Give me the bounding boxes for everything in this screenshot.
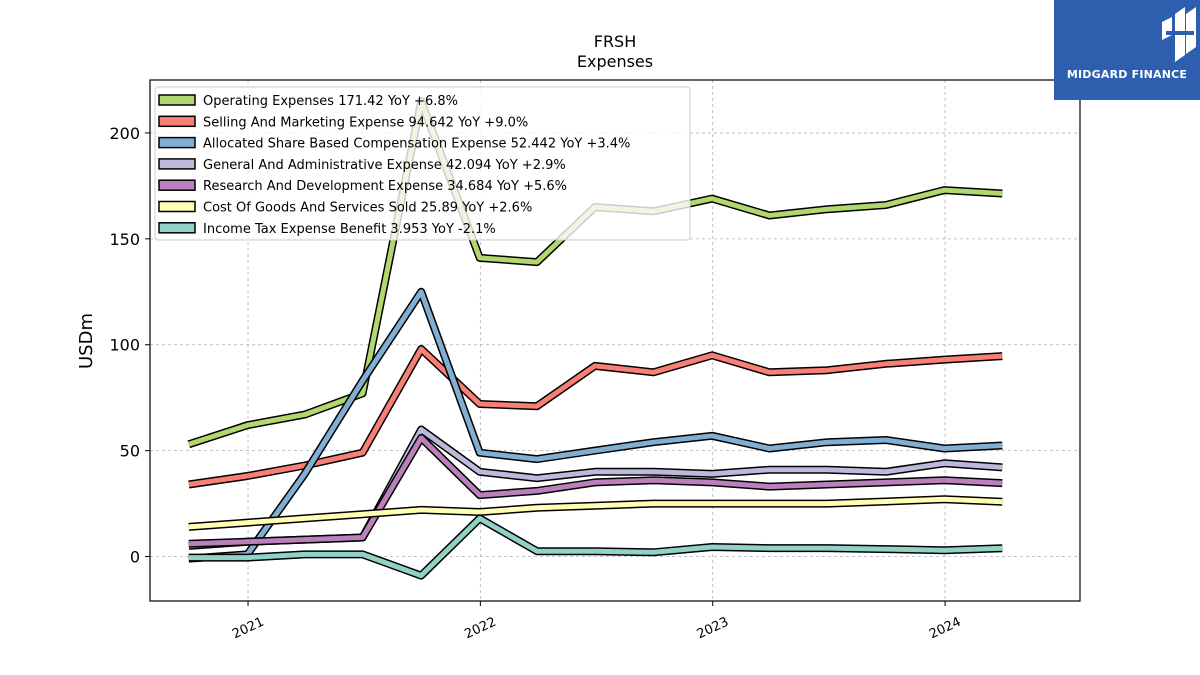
- series-line: [188, 435, 1003, 547]
- brand-logo: MIDGARD FINANCE: [1054, 0, 1200, 100]
- legend-label: Income Tax Expense Benefit 3.953 YoY -2.…: [203, 222, 496, 237]
- series-line: [188, 496, 1003, 530]
- y-tick-label: 50: [120, 442, 140, 461]
- legend-swatch: [158, 179, 196, 191]
- legend-label: Research And Development Expense 34.684 …: [203, 179, 567, 194]
- y-tick-label: 200: [109, 124, 140, 143]
- legend-swatch: [158, 136, 196, 149]
- plot-frame: [149, 79, 1081, 602]
- legend-label: General And Administrative Expense 42.09…: [203, 158, 566, 173]
- series-allocated-share-based-compensation-expense: [188, 287, 1003, 563]
- legend-swatch: [158, 222, 196, 234]
- legend-swatch: [158, 200, 196, 213]
- series-line: [188, 515, 1003, 579]
- x-ticks: 2021 2022 2023 2024: [230, 601, 963, 642]
- chart-subtitle: Expenses: [577, 52, 653, 71]
- series-income-tax-expense-benefit: [188, 514, 1003, 580]
- y-tick-label: 100: [109, 336, 140, 355]
- y-axis-label: USDm: [76, 313, 97, 369]
- y-ticks: 0 50 100 150 200: [109, 124, 150, 567]
- series-line: [188, 346, 1003, 487]
- legend-label: Cost Of Goods And Services Sold 25.89 Yo…: [203, 201, 532, 216]
- y-tick-label: 150: [109, 230, 140, 249]
- x-tick-label: 2021: [230, 615, 266, 643]
- legend-label: Selling And Marketing Expense 94.642 YoY…: [203, 115, 528, 130]
- legend-box: [154, 86, 691, 241]
- legend-swatch: [158, 94, 196, 106]
- y-tick-label: 0: [130, 548, 140, 567]
- legend-label: Operating Expenses 171.42 YoY +6.8%: [203, 94, 458, 109]
- series-group: [187, 97, 1003, 580]
- legend-swatch: [158, 158, 196, 170]
- x-tick-label: 2022: [462, 615, 498, 643]
- legend-label: Allocated Share Based Compensation Expen…: [203, 137, 630, 152]
- legend: Operating Expenses 171.42 YoY +6.8% Selli…: [154, 86, 691, 241]
- x-tick-label: 2023: [695, 615, 731, 643]
- x-tick-label: 2024: [927, 615, 963, 643]
- legend-swatch: [158, 115, 196, 128]
- series-selling-and-marketing-expense: [188, 345, 1003, 489]
- logo-mark-icon: [1162, 7, 1196, 62]
- brand-name: MIDGARD FINANCE: [1066, 68, 1188, 81]
- series-cost-of-goods-and-services-sold: [188, 495, 1003, 531]
- series-research-and-development-expense: [188, 433, 1003, 548]
- series-line: [188, 289, 1003, 562]
- chart-title: FRSH: [594, 32, 637, 51]
